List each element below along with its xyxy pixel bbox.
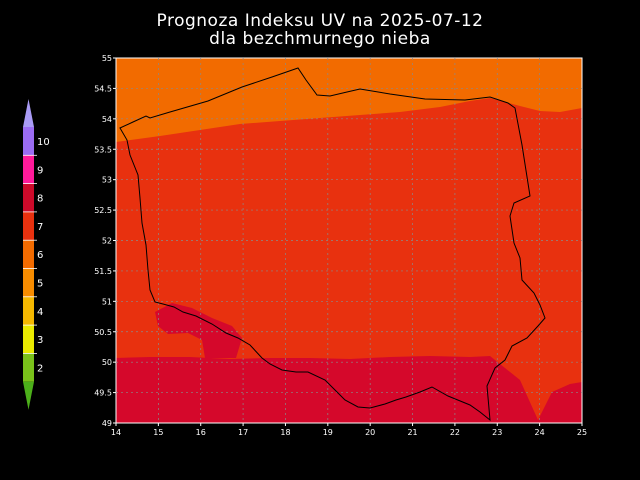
y-tick-label: 49: [102, 419, 112, 428]
x-tick-label: 17: [238, 428, 248, 437]
chart-subtitle: dla bezchmurnego nieba: [209, 29, 431, 49]
legend-label: 10: [37, 137, 50, 148]
x-tick-label: 14: [111, 428, 121, 437]
legend-swatch: [23, 240, 34, 269]
legend-label: 9: [37, 165, 43, 176]
x-tick-label: 23: [492, 428, 502, 437]
y-tick-label: 54: [102, 115, 112, 124]
legend-arrow-up: [23, 99, 34, 127]
y-tick-label: 49.5: [94, 389, 112, 398]
legend-label: 8: [37, 194, 43, 205]
uv-zone-8-lower-silesia: [155, 303, 242, 358]
uv-legend: 10 9 8 7 6 5 4 3 2: [23, 99, 50, 410]
y-tick-label: 55: [102, 54, 112, 63]
legend-swatch: [23, 155, 34, 184]
x-tick-label: 18: [280, 428, 290, 437]
y-tick-label: 52.5: [94, 206, 112, 215]
chart-title-block: Prognoza Indeksu UV na 2025-07-12 dla be…: [0, 12, 640, 48]
legend-swatch: [23, 296, 34, 326]
uv-zone-8-south: [116, 356, 582, 423]
y-tick-label: 50: [102, 358, 112, 367]
legend-label: 7: [37, 222, 43, 233]
y-axis-ticks: 55 54.5 54 53.5 53 52.5 52 51.5 51 50.5 50 49.5 49: [94, 54, 116, 428]
poland-border-outline: [119, 67, 546, 422]
grid-lines: [116, 58, 582, 423]
legend-swatch: [23, 353, 34, 382]
legend-arrow-down: [23, 381, 34, 410]
y-tick-label: 51: [102, 297, 112, 306]
legend-swatch: [23, 268, 34, 297]
legend-label: 6: [37, 250, 43, 261]
legend-label: 3: [37, 335, 43, 346]
x-tick-label: 20: [365, 428, 375, 437]
x-axis-ticks: 14 15 16 17 18 19 20 21 22 23 24 25: [111, 423, 587, 437]
legend-swatch: [23, 325, 34, 354]
legend-swatch: [23, 183, 34, 212]
x-tick-label: 22: [450, 428, 460, 437]
legend-label: 4: [37, 307, 43, 318]
x-tick-label: 25: [577, 428, 587, 437]
y-tick-label: 54.5: [94, 84, 112, 93]
x-tick-label: 24: [535, 428, 545, 437]
y-tick-label: 50.5: [94, 328, 112, 337]
x-tick-label: 15: [153, 428, 163, 437]
legend-label: 2: [37, 363, 43, 374]
legend-swatch: [23, 127, 34, 156]
x-tick-label: 19: [323, 428, 333, 437]
legend-swatch: [23, 211, 34, 241]
uv-field: [116, 58, 582, 423]
y-tick-label: 51.5: [94, 267, 112, 276]
y-tick-label: 53.5: [94, 145, 112, 154]
x-tick-label: 21: [407, 428, 417, 437]
y-tick-label: 53: [102, 176, 112, 185]
legend-label: 5: [37, 279, 43, 290]
y-tick-label: 52: [102, 237, 112, 246]
chart-title: Prognoza Indeksu UV na 2025-07-12: [156, 11, 484, 31]
x-tick-label: 16: [196, 428, 206, 437]
